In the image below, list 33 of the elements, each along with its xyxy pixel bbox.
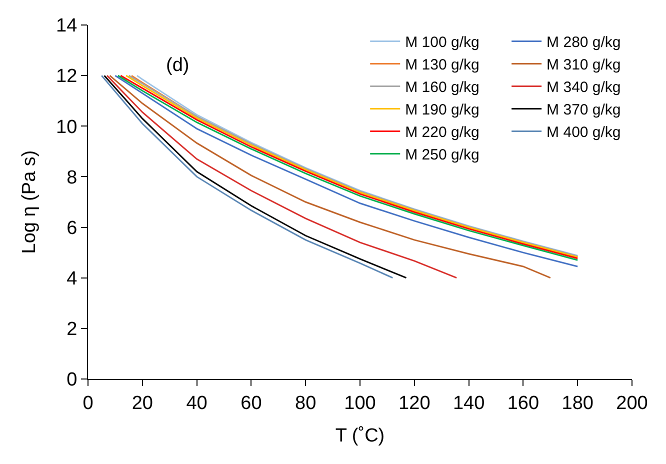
y-tick-label: 14	[56, 16, 78, 37]
x-tick-label: 80	[295, 392, 316, 414]
y-tick-label: 6	[66, 218, 78, 239]
legend-label: M 130 g/kg	[405, 56, 480, 74]
y-axis-title: Log η (Pa s)	[18, 150, 40, 254]
y-tick-label: 4	[66, 268, 78, 290]
x-tick-label: 0	[82, 392, 94, 414]
y-tick-label: 12	[56, 66, 78, 88]
x-tick-label: 40	[186, 392, 208, 414]
x-tick-label: 120	[398, 392, 430, 414]
legend-label: M 250 g/kg	[405, 146, 480, 164]
y-tick-label: 0	[66, 370, 78, 391]
legend-label: M 340 g/kg	[546, 79, 621, 96]
legend-label: M 190 g/kg	[405, 102, 480, 119]
x-tick-label: 180	[562, 392, 594, 414]
legend-label: M 370 g/kg	[546, 102, 621, 119]
y-tick-label: 8	[66, 167, 78, 188]
x-tick-label: 100	[344, 392, 376, 414]
x-tick-label: 160	[507, 392, 540, 414]
annotation: (d)	[166, 55, 190, 76]
x-tick-label: 60	[240, 392, 262, 414]
legend-label: M 100 g/kg	[405, 34, 480, 52]
legend-label: M 310 g/kg	[546, 56, 621, 74]
y-tick-label: 10	[56, 116, 78, 138]
legend-label: M 280 g/kg	[546, 34, 621, 52]
x-tick-label: 200	[616, 392, 648, 414]
legend-label: M 220 g/kg	[405, 124, 480, 142]
y-tick-label: 2	[66, 319, 78, 340]
x-tick-label: 140	[452, 392, 485, 414]
x-axis-title: T (˚C)	[335, 426, 385, 447]
legend-label: M 400 g/kg	[546, 124, 621, 142]
legend-label: M 160 g/kg	[405, 79, 480, 96]
x-tick-label: 20	[132, 392, 153, 414]
